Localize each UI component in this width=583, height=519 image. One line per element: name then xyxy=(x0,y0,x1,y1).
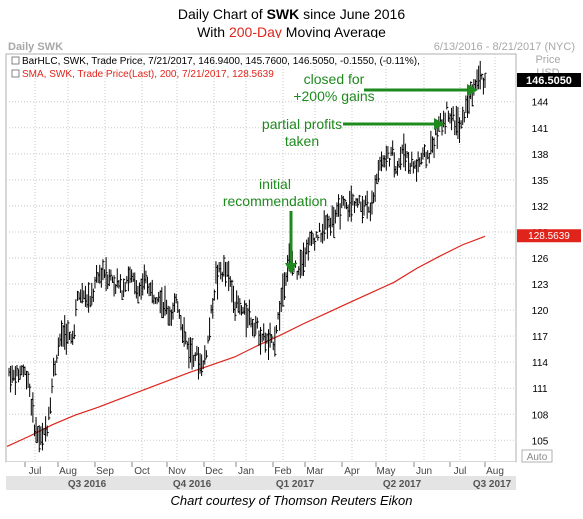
x-tick-label-12: Jul xyxy=(454,466,467,477)
annotation-arrowhead-1 xyxy=(434,118,445,130)
legend-bar-icon xyxy=(11,56,20,65)
annotations: closed for+200% gains partial profitstake… xyxy=(223,71,478,274)
x-tick-label-6: Jan xyxy=(238,466,254,477)
y-axis-ticks: 1051081111141171201231261291321351381411… xyxy=(532,98,549,448)
annotation-arrowhead-2 xyxy=(285,263,297,274)
legend-bar-line: BarHLC, SWK, Trade Price, 7/21/2017, 146… xyxy=(22,56,420,67)
quarter-label-2: Q1 2017 xyxy=(276,479,315,490)
x-tick-label-5: Dec xyxy=(205,466,223,477)
x-tick-label-7: Feb xyxy=(274,466,292,477)
y-tick-label-13: 144 xyxy=(532,98,549,109)
title-ticker: SWK xyxy=(266,6,300,22)
quarter-label-3: Q2 2017 xyxy=(383,479,422,490)
quarter-axis xyxy=(6,476,516,490)
x-tick-label-11: Jun xyxy=(416,466,432,477)
y-tick-label-4: 117 xyxy=(532,332,548,343)
y-tick-label-3: 114 xyxy=(532,358,548,369)
x-tick-label-10: May xyxy=(377,466,396,477)
quarter-label-0: Q3 2016 xyxy=(68,479,107,490)
last-price-tag xyxy=(517,72,581,87)
x-tick-label-1: Aug xyxy=(59,466,77,477)
quarter-label-4: Q3 2017 xyxy=(473,479,512,490)
grid-lines xyxy=(6,54,516,462)
panel-header xyxy=(4,38,581,54)
sma-series xyxy=(6,235,486,447)
sma-price-label: 128.5639 xyxy=(528,231,570,242)
quarter-label-1: Q4 2016 xyxy=(173,479,212,490)
annotation-1-line-0: partial profits xyxy=(262,116,342,132)
last-price-label: 146.5050 xyxy=(526,75,572,87)
chart-caption: Chart courtesy of Thomson Reuters Eikon xyxy=(170,493,413,508)
annotation-0-line-1: +200% gains xyxy=(293,88,374,104)
x-tick-label-8: Mar xyxy=(306,466,324,477)
y-tick-label-7: 126 xyxy=(532,254,549,265)
title-line2-suffix: Moving Average xyxy=(281,24,386,40)
x-tick-label-2: Sep xyxy=(96,466,114,477)
panel-date-range: 6/13/2016 - 8/21/2017 (NYC) xyxy=(434,41,575,53)
annotation-2-line-0: initial xyxy=(259,176,291,192)
title-line2-highlight: 200-Day xyxy=(228,24,282,40)
x-tick-label-4: Nov xyxy=(168,466,186,477)
title-line2-prefix: With xyxy=(197,24,229,40)
y-tick-label-9: 132 xyxy=(532,202,549,213)
annotation-arrowhead-0 xyxy=(467,84,478,96)
auto-scale-label: Auto xyxy=(527,452,548,463)
chart-title-line-1: Daily Chart of SWK since June 2016 xyxy=(0,6,583,22)
quarter-ticks: Q3 2016 Q4 2016 Q1 2017 Q2 2017 Q3 2017 xyxy=(68,479,512,490)
y-tick-label-0: 105 xyxy=(532,436,549,447)
auto-scale-button[interactable] xyxy=(521,449,553,463)
x-axis-ticks: Jul Aug Sep Oct Nov Dec Jan Feb Mar Apr May Jun Jul A… xyxy=(24,462,504,477)
legend-sma-line: SMA, SWK, Trade Price(Last), 200, 7/21/2… xyxy=(22,69,274,80)
x-tick-label-13: Aug xyxy=(486,466,504,477)
price-axis-header: Price xyxy=(535,54,560,66)
annotation-2-line-1: recommendation xyxy=(223,193,327,209)
panel-name: Daily SWK xyxy=(8,41,63,53)
y-tick-label-6: 123 xyxy=(532,280,549,291)
x-tick-label-3: Oct xyxy=(134,466,150,477)
y-tick-label-5: 120 xyxy=(532,306,549,317)
sma-price-tag xyxy=(517,229,581,243)
chart-title-line-2: With 200-Day Moving Average xyxy=(0,24,583,40)
price-bars xyxy=(8,60,487,453)
month-axis xyxy=(6,462,516,476)
title-prefix: Daily Chart of xyxy=(177,6,267,22)
y-tick-label-11: 138 xyxy=(532,150,549,161)
y-tick-label-1: 108 xyxy=(532,410,549,421)
x-tick-label-0: Jul xyxy=(29,466,42,477)
x-tick-label-9: Apr xyxy=(344,466,360,477)
sma-line xyxy=(6,235,486,447)
annotation-1-line-1: taken xyxy=(285,133,319,149)
legend-sma-icon xyxy=(11,69,20,78)
y-tick-label-12: 141 xyxy=(532,124,549,135)
annotation-0-line-0: closed for xyxy=(304,71,365,87)
title-suffix: since June 2016 xyxy=(299,6,406,22)
y-tick-label-10: 135 xyxy=(532,176,549,187)
y-tick-label-2: 111 xyxy=(532,384,548,395)
